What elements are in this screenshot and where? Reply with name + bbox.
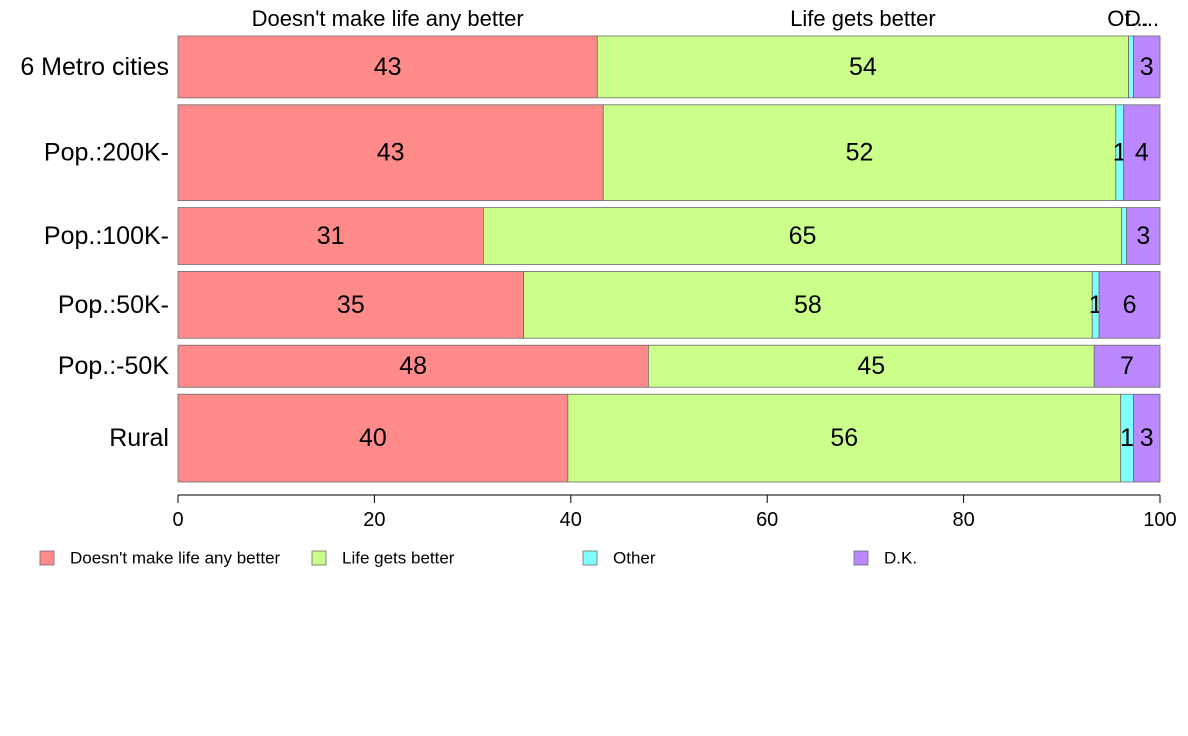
bar-segment-other — [1121, 207, 1128, 265]
bar-row-6-metro-cities: 43 54 3 — [177, 35, 1161, 99]
legend-swatch — [311, 550, 327, 566]
category-label: Pop.:200K- — [44, 139, 169, 167]
bar-row-pop-50k: 48 45 7 — [177, 344, 1161, 388]
legend: Doesn't make life any better Life gets be… — [39, 549, 917, 568]
bar-segment-life-gets-better — [596, 35, 1129, 99]
x-tick-label: 80 — [952, 509, 974, 531]
column-headers: Doesn't make life any better Life gets be… — [252, 6, 1159, 31]
bar-segment-life-gets-better — [647, 344, 1095, 388]
data-label: 48 — [399, 352, 427, 380]
legend-swatch — [853, 550, 869, 566]
legend-label: Life gets better — [342, 549, 455, 568]
x-tick-label: 100 — [1143, 509, 1176, 531]
legend-swatch — [39, 550, 55, 566]
data-label: 65 — [789, 222, 817, 250]
bar-segment-other — [1128, 35, 1134, 99]
category-label: Pop.:-50K — [58, 352, 170, 380]
data-label: 40 — [359, 424, 387, 452]
legend-swatch — [582, 550, 598, 566]
bar-segment-doesn-t-make-life-any-better — [177, 207, 484, 265]
bar-segment-d-k — [1133, 393, 1161, 483]
bar-segment-doesn-t-make-life-any-better — [177, 393, 569, 483]
legend-label: D.K. — [884, 549, 917, 568]
legend-label: Other — [613, 549, 656, 568]
category-label: Rural — [109, 424, 169, 452]
data-label: 4 — [1135, 139, 1149, 167]
data-label: 43 — [374, 53, 402, 81]
bar-row-pop-200k: 43 52 1 4 — [177, 104, 1161, 202]
column-header: Doesn't make life any better — [252, 6, 524, 31]
category-label: Pop.:50K- — [58, 291, 169, 319]
x-tick-label: 0 — [172, 509, 183, 531]
data-label: 1 — [1113, 139, 1127, 167]
bar-segment-life-gets-better — [567, 393, 1122, 483]
legend-item-life-gets-better: Life gets better — [311, 549, 455, 568]
bars: 43 54 343 52 1 431 65 335 58 1 648 45 740 56 1 3 — [177, 35, 1161, 483]
bar-segment-doesn-t-make-life-any-better — [177, 35, 598, 99]
legend-label: Doesn't make life any better — [70, 549, 281, 568]
x-tick-label: 20 — [363, 509, 385, 531]
bar-segment-doesn-t-make-life-any-better — [177, 271, 525, 339]
bar-segment-doesn-t-make-life-any-better — [177, 104, 604, 202]
bar-segment-life-gets-better — [483, 207, 1123, 265]
bar-row-pop-50k: 35 58 1 6 — [177, 271, 1161, 339]
data-label: 58 — [794, 291, 822, 319]
category-labels: 6 Metro cities Pop.:200K- Pop.:100K- Pop.:5… — [20, 53, 169, 452]
data-label: 52 — [846, 139, 874, 167]
data-label: 35 — [337, 291, 365, 319]
data-label: 43 — [377, 139, 405, 167]
bar-segment-d-k — [1098, 271, 1161, 339]
x-tick-label: 40 — [560, 509, 582, 531]
category-label: 6 Metro cities — [20, 53, 169, 81]
column-header: Life gets better — [790, 6, 936, 31]
bar-segment-life-gets-better — [602, 104, 1117, 202]
column-header: D... — [1125, 6, 1159, 31]
x-axis: 0 20 40 60 80 100 — [172, 494, 1177, 531]
data-label: 31 — [317, 222, 345, 250]
bar-segment-doesn-t-make-life-any-better — [177, 344, 649, 388]
data-label: 1 — [1120, 424, 1134, 452]
bar-segment-life-gets-better — [523, 271, 1093, 339]
bar-segment-d-k — [1133, 35, 1161, 99]
bar-row-rural: 40 56 1 3 — [177, 393, 1161, 483]
data-label: 3 — [1140, 424, 1154, 452]
data-label: 6 — [1123, 291, 1137, 319]
data-label: 7 — [1120, 352, 1134, 380]
data-label: 54 — [849, 53, 877, 81]
data-label: 3 — [1140, 53, 1154, 81]
legend-item-other: Other — [582, 549, 656, 568]
x-tick-label: 60 — [756, 509, 778, 531]
category-label: Pop.:100K- — [44, 222, 169, 250]
data-label: 45 — [857, 352, 885, 380]
data-label: 3 — [1136, 222, 1150, 250]
bar-segment-d-k — [1093, 344, 1161, 388]
bar-segment-d-k — [1123, 104, 1161, 202]
column-header: Ot... — [1107, 6, 1149, 31]
legend-item-d-k: D.K. — [853, 549, 917, 568]
legend-item-doesn-t-make-life-any-better: Doesn't make life any better — [39, 549, 281, 568]
data-label: 56 — [830, 424, 858, 452]
bar-segment-d-k — [1126, 207, 1161, 265]
bar-row-pop-100k: 31 65 3 — [177, 207, 1161, 265]
